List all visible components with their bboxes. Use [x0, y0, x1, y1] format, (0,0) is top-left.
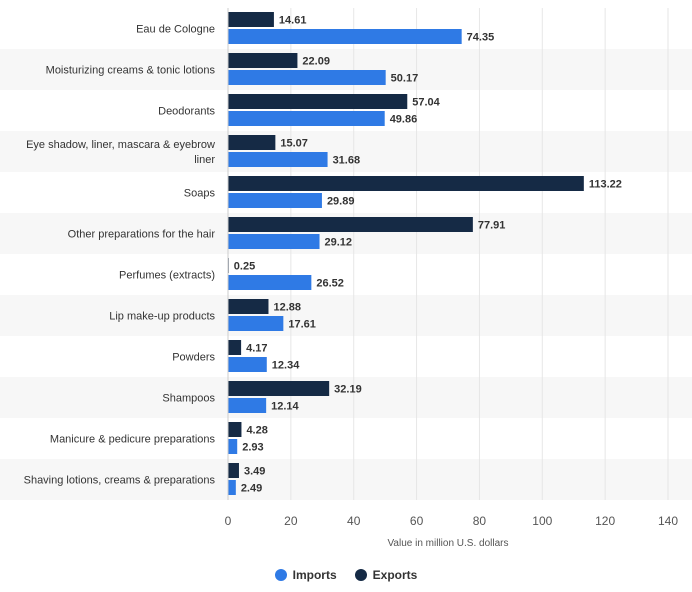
category-label: Manicure & pedicure preparations: [50, 434, 216, 446]
data-label-imports: 29.89: [327, 196, 355, 208]
bar-exports[interactable]: [228, 94, 408, 109]
bar-exports[interactable]: [228, 422, 242, 437]
bars: [228, 12, 584, 495]
data-label-imports: 49.86: [390, 114, 418, 126]
bar-imports[interactable]: [228, 439, 238, 454]
data-label-exports: 113.22: [589, 179, 622, 191]
data-label-exports: 3.49: [244, 466, 265, 478]
category-label: Deodorants: [158, 106, 215, 118]
bar-imports[interactable]: [228, 275, 312, 290]
data-label-imports: 26.52: [316, 278, 344, 290]
legend-label: Exports: [372, 568, 418, 582]
bar-exports[interactable]: [228, 340, 242, 355]
x-tick-label: 40: [347, 514, 361, 528]
row-band: [0, 295, 692, 336]
bar-imports[interactable]: [228, 316, 284, 331]
x-axis-title: Value in million U.S. dollars: [388, 538, 509, 549]
bar-exports[interactable]: [228, 463, 239, 478]
category-label: Shaving lotions, creams & preparations: [24, 475, 216, 487]
bar-exports[interactable]: [228, 135, 276, 150]
data-label-exports: 57.04: [412, 97, 440, 109]
category-label: Other preparations for the hair: [68, 229, 216, 241]
category-label: Eye shadow, liner, mascara & eyebrow line…: [26, 139, 215, 166]
bar-exports[interactable]: [228, 53, 298, 68]
bar-imports[interactable]: [228, 398, 267, 413]
data-label-imports: 12.34: [272, 360, 300, 372]
data-label-imports: 12.14: [271, 401, 299, 413]
x-tick-label: 100: [532, 514, 552, 528]
data-label-imports: 31.68: [333, 155, 361, 167]
bar-imports[interactable]: [228, 111, 385, 126]
row-bands: [0, 49, 692, 500]
data-label-exports: 32.19: [334, 384, 362, 396]
legend: Imports Exports: [0, 568, 692, 582]
category-label: Lip make-up products: [109, 311, 215, 323]
category-label: Powders: [172, 352, 215, 364]
bar-imports[interactable]: [228, 480, 236, 495]
category-label: Shampoos: [162, 393, 215, 405]
category-label: Soaps: [184, 188, 216, 200]
legend-marker: [274, 569, 287, 581]
legend-item-imports[interactable]: Imports: [274, 568, 337, 582]
category-labels: Eau de Cologne Moisturizing creams & toni…: [24, 24, 216, 487]
data-labels: 14.61 22.09 57.04 15.07 113.22 77.91 0.25 12.88…: [234, 15, 622, 495]
data-label-exports: 14.61: [279, 15, 307, 27]
data-label-exports: 22.09: [302, 56, 330, 68]
bar-imports[interactable]: [228, 152, 328, 167]
gridlines: [290, 8, 669, 500]
bar-exports[interactable]: [228, 381, 330, 396]
data-label-imports: 17.61: [288, 319, 316, 331]
category-label: Perfumes (extracts): [119, 270, 215, 282]
category-label: Moisturizing creams & tonic lotions: [46, 65, 216, 77]
bar-exports[interactable]: [228, 217, 473, 232]
row-band: [0, 131, 692, 172]
bar-exports[interactable]: [228, 176, 584, 191]
bar-exports[interactable]: [228, 12, 274, 27]
legend-label: Imports: [292, 568, 337, 582]
x-axis-ticks: 0 20 40 60 80 100 120 140: [225, 514, 679, 528]
x-tick-label: 120: [595, 514, 615, 528]
bar-imports[interactable]: [228, 357, 267, 372]
x-tick-label: 60: [410, 514, 424, 528]
data-label-imports: 50.17: [391, 73, 419, 85]
data-label-imports: 74.35: [467, 32, 495, 44]
data-label-exports: 0.25: [234, 261, 255, 273]
category-label: Eau de Cologne: [136, 24, 215, 36]
bar-imports[interactable]: [228, 234, 320, 249]
x-tick-label: 20: [284, 514, 298, 528]
row-band: [0, 459, 692, 500]
legend-item-exports[interactable]: Exports: [354, 568, 418, 582]
bar-imports[interactable]: [228, 29, 462, 44]
data-label-exports: 4.28: [246, 425, 267, 437]
bar-imports[interactable]: [228, 193, 322, 208]
row-band: [0, 377, 692, 418]
x-tick-label: 140: [658, 514, 678, 528]
data-label-exports: 12.88: [273, 302, 301, 314]
data-label-exports: 77.91: [478, 220, 506, 232]
bar-imports[interactable]: [228, 70, 386, 85]
x-tick-label: 80: [473, 514, 487, 528]
x-tick-label: 0: [225, 514, 232, 528]
data-label-imports: 2.49: [241, 483, 262, 495]
data-label-imports: 2.93: [242, 442, 263, 454]
legend-marker: [354, 569, 367, 581]
data-label-imports: 29.12: [325, 237, 353, 249]
data-label-exports: 15.07: [280, 138, 308, 150]
bar-exports[interactable]: [228, 299, 269, 314]
data-label-exports: 4.17: [246, 343, 267, 355]
